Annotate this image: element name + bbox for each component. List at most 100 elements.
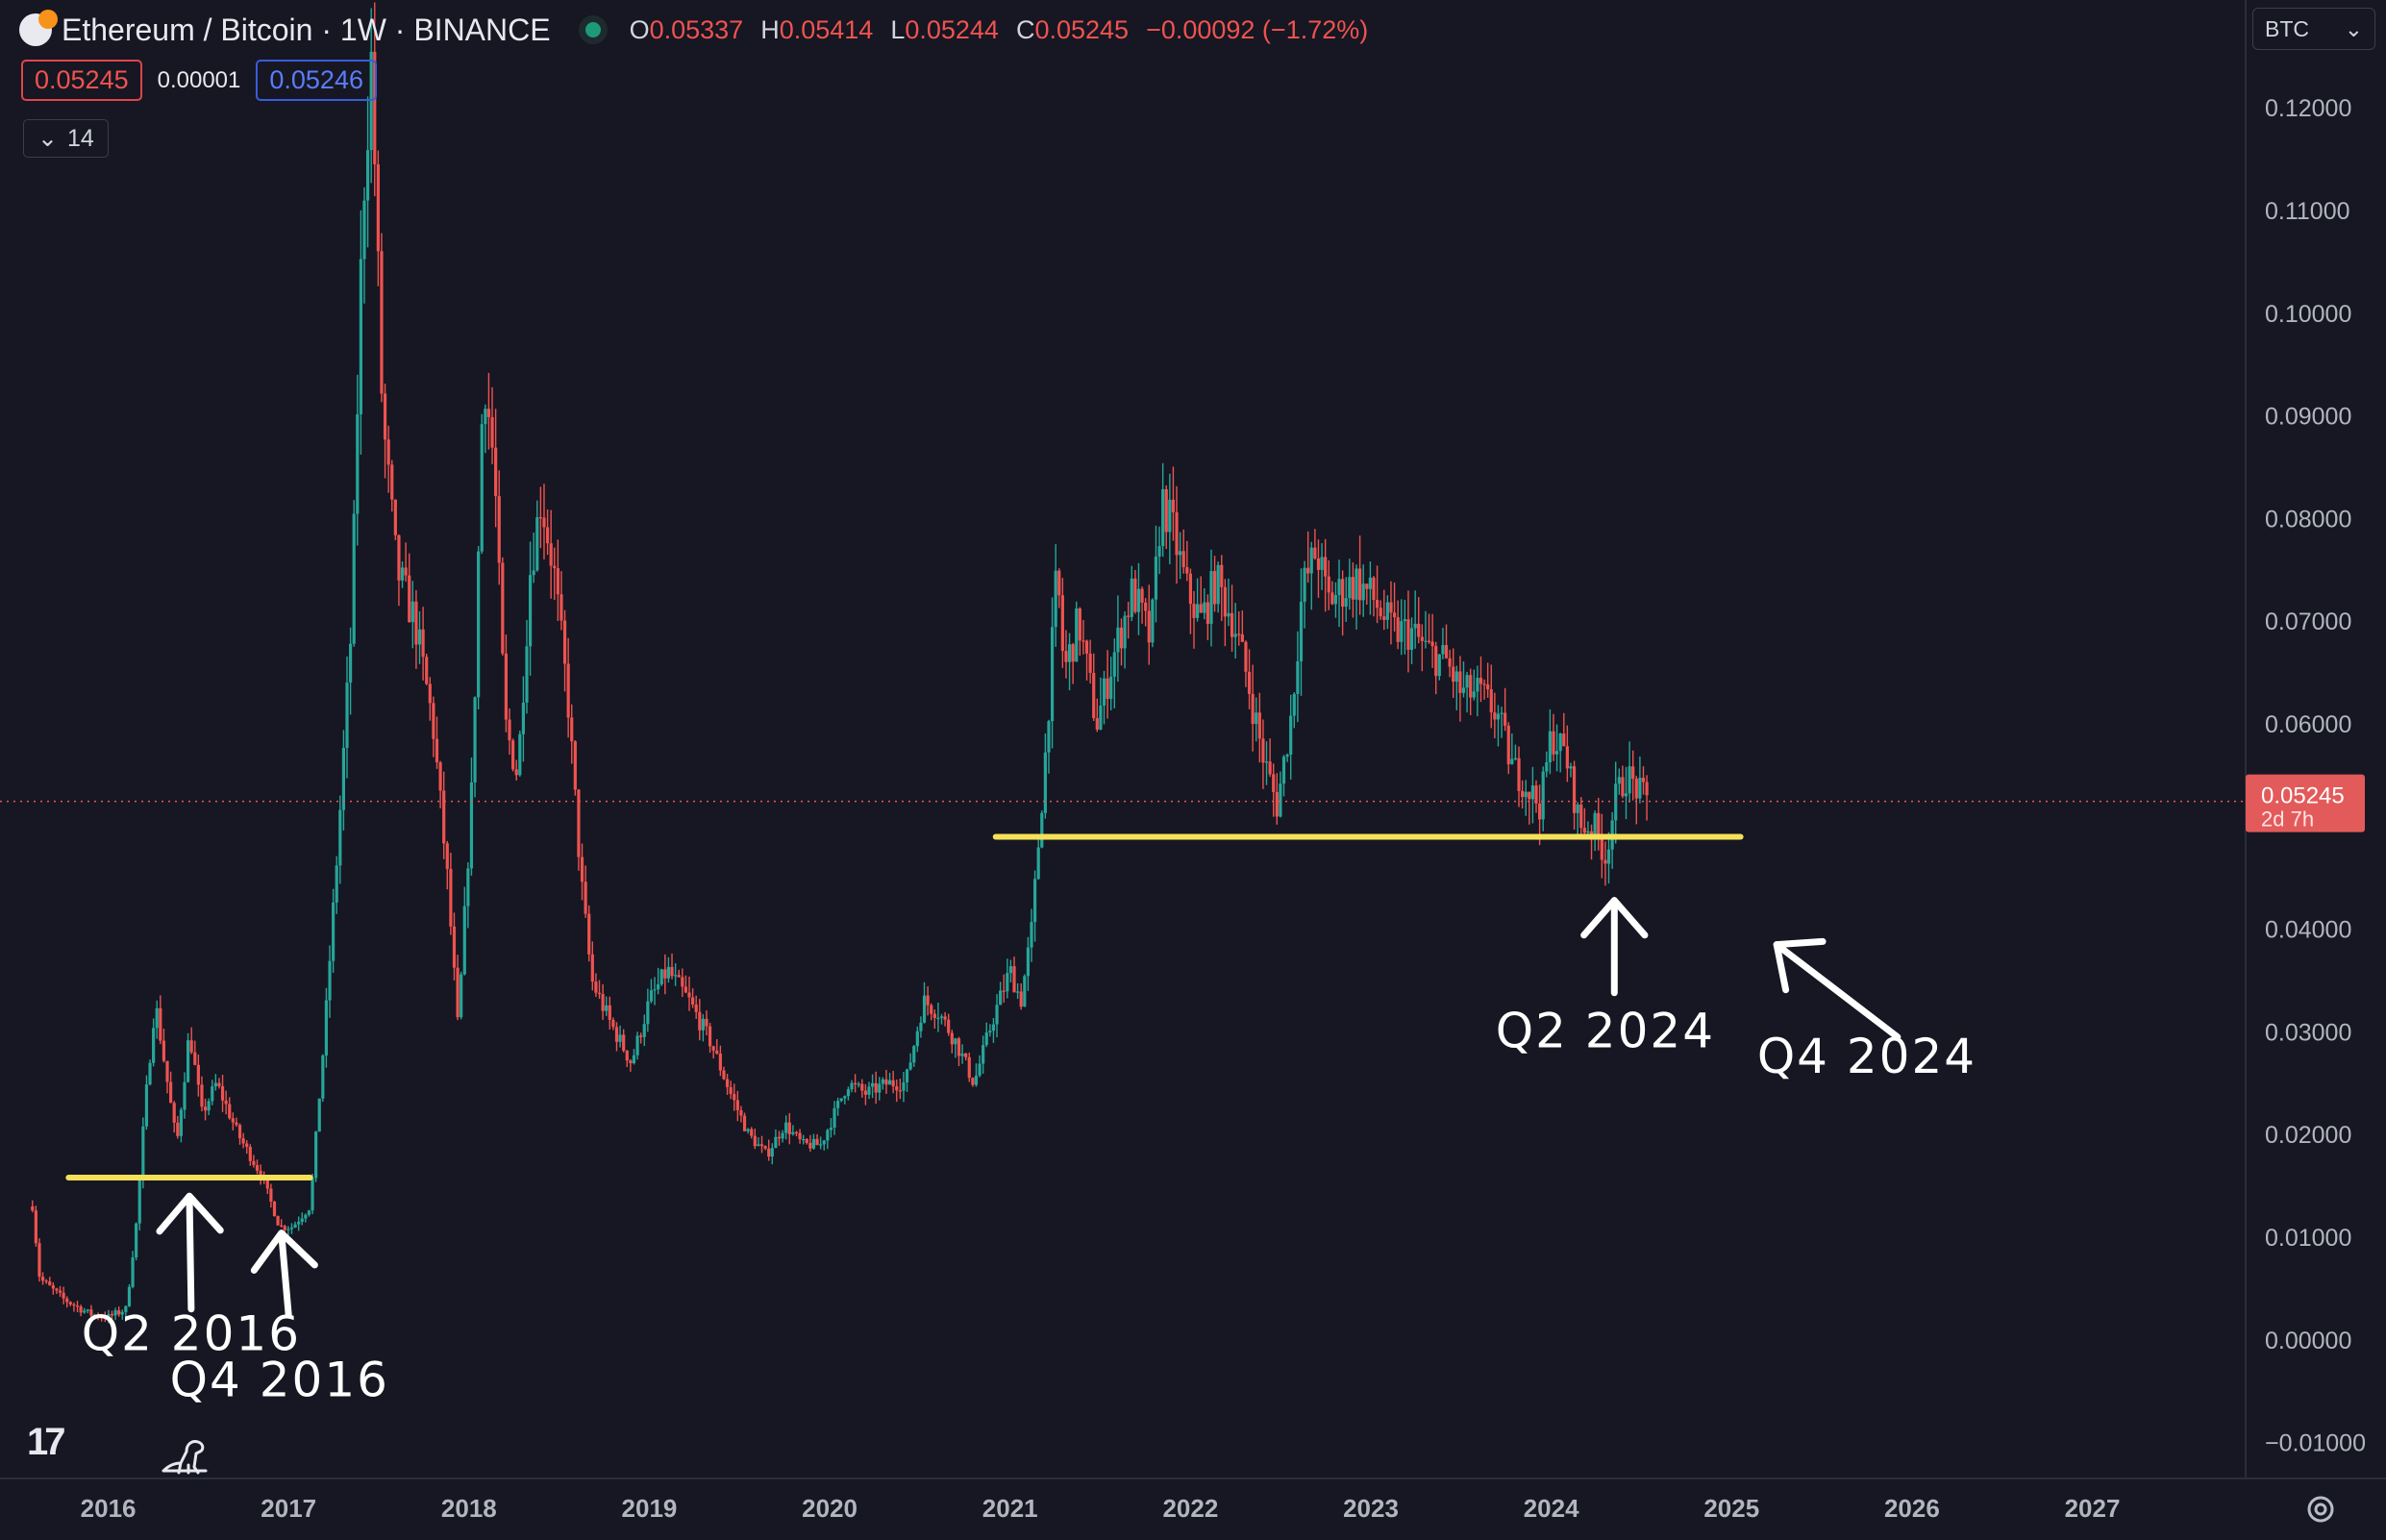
candle-body: [1469, 675, 1473, 698]
price-tick-label: 0.12000: [2265, 95, 2351, 122]
candle-body: [83, 1310, 87, 1313]
candle-body: [1244, 641, 1248, 672]
candle-body: [131, 1257, 135, 1287]
candle-body: [642, 1024, 646, 1037]
candle-body: [269, 1188, 273, 1203]
ohlc-key: H: [760, 14, 780, 44]
candle-body: [1181, 551, 1185, 568]
candle-body: [386, 439, 390, 465]
market-status-icon[interactable]: [584, 22, 601, 37]
candle-body: [1261, 738, 1265, 763]
candle-body: [1372, 577, 1376, 600]
candle-body: [629, 1060, 633, 1064]
candle-body: [460, 974, 463, 1018]
candle-body: [1306, 567, 1310, 574]
candle-body: [445, 843, 449, 869]
candle-body: [307, 1210, 311, 1215]
ohlc-values: O0.05337 H0.05414 L0.05244 C0.05245 −0.0…: [630, 15, 1369, 45]
symbol-title[interactable]: Ethereum / Bitcoin · 1W · BINANCE: [62, 12, 551, 47]
annotation-arrow-head: [1773, 937, 1827, 994]
candle-body: [902, 1082, 906, 1091]
candle-body: [189, 1040, 193, 1053]
last-price-tag-bg: [2246, 774, 2365, 832]
ohlc-low: 0.05244: [905, 14, 999, 44]
candle-body: [300, 1218, 304, 1223]
candle-body: [152, 1028, 156, 1063]
candle-body: [75, 1305, 80, 1307]
candle-body: [408, 575, 411, 623]
candle-body: [1081, 640, 1085, 642]
candle-body: [304, 1214, 308, 1219]
annotation-arrow-head: [250, 1230, 318, 1274]
sell-button[interactable]: 0.05245: [21, 60, 142, 101]
candle-body: [1154, 557, 1158, 600]
candle-body: [919, 1022, 923, 1031]
candle-body: [1289, 715, 1293, 756]
price-axis[interactable]: 0.12000 0.11000 0.10000 0.09000 0.08000 0.070…: [2265, 95, 2366, 1456]
candle-body: [725, 1079, 730, 1087]
candle-body: [787, 1122, 791, 1134]
candle-body: [255, 1164, 260, 1171]
candle-body: [632, 1055, 636, 1064]
candle-body: [1434, 646, 1438, 677]
candle-body: [1458, 671, 1462, 693]
candle-body: [68, 1302, 72, 1304]
candle-body: [186, 1040, 190, 1082]
candle-body: [321, 1055, 325, 1099]
candle-body: [528, 575, 533, 647]
time-axis[interactable]: 2016 2017 2018 2019 2020 2021 2022 2023 2024 2025…: [81, 1494, 2121, 1523]
candle-body: [393, 499, 397, 535]
candle-body: [1510, 758, 1514, 764]
dinosaur-icon[interactable]: [158, 1423, 211, 1477]
chevron-down-icon: ⌄: [2344, 15, 2363, 41]
candle-body: [1023, 976, 1027, 1007]
candle-body: [549, 543, 553, 566]
candle-body: [1337, 579, 1341, 596]
candle-body: [570, 717, 574, 742]
candle-body: [1454, 671, 1458, 683]
candle-body: [283, 1226, 286, 1230]
candle-body: [521, 702, 525, 734]
indicators-toggle-button[interactable]: ⌄ 14: [23, 119, 109, 158]
candle-body: [1316, 558, 1321, 570]
candle-body: [666, 966, 671, 979]
candle-body: [410, 601, 414, 623]
annotation-arrow-head: [156, 1192, 224, 1235]
tradingview-logo-icon[interactable]: 17: [27, 1421, 65, 1463]
candle-body: [359, 259, 362, 415]
candle-body: [815, 1138, 819, 1146]
candlestick-series: [31, 2, 1649, 1324]
candle-body: [477, 551, 481, 698]
gear-icon[interactable]: [2301, 1490, 2340, 1528]
candle-body: [1140, 588, 1144, 603]
currency-selector[interactable]: BTC ⌄: [2252, 8, 2375, 50]
candle-body: [936, 1017, 940, 1020]
candle-body: [356, 414, 360, 514]
candle-body: [677, 975, 681, 978]
candle-body: [898, 1090, 902, 1092]
candle-body: [1392, 612, 1397, 618]
candle-body: [193, 1052, 197, 1065]
candle-body: [1161, 488, 1165, 547]
candle-body: [1441, 645, 1445, 655]
candle-body: [1303, 567, 1306, 602]
candle-body: [1109, 676, 1113, 700]
candle-body: [908, 1062, 912, 1070]
candle-body: [176, 1122, 180, 1136]
candle-body: [1292, 693, 1296, 716]
candle-body: [490, 417, 494, 448]
candle-body: [1116, 627, 1120, 653]
candle-body: [1151, 599, 1155, 643]
time-tick-label: 2024: [1524, 1494, 1579, 1523]
buy-button[interactable]: 0.05246: [256, 60, 377, 101]
candle-body: [1144, 602, 1148, 611]
candle-body: [107, 1314, 111, 1320]
candle-body: [739, 1109, 743, 1116]
candle-body: [753, 1135, 757, 1147]
candle-body: [608, 1005, 611, 1020]
candle-body: [1576, 804, 1579, 813]
chart-legend: Ethereum / Bitcoin · 1W · BINANCE O0.053…: [19, 10, 1368, 50]
candle-body: [1281, 757, 1286, 784]
